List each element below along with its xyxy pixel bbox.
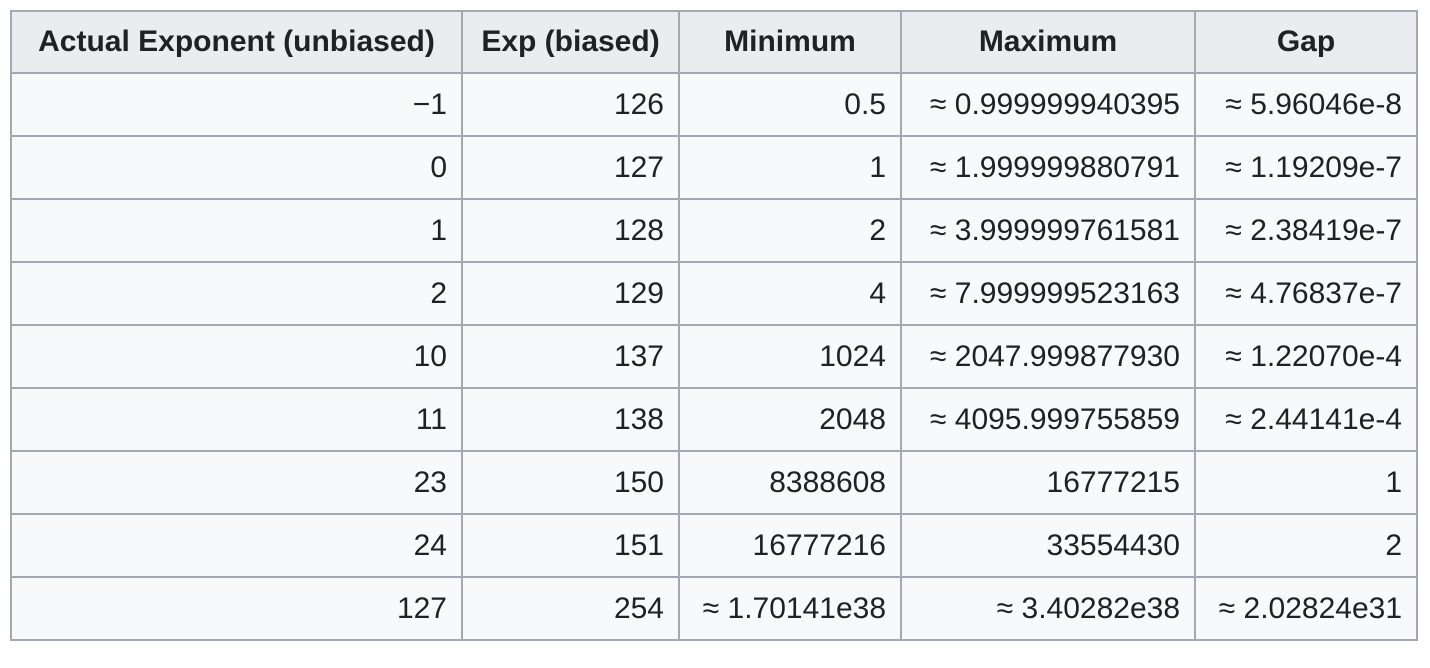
cell-actual-exponent: 0 — [10, 135, 463, 200]
header-minimum: Minimum — [678, 10, 902, 74]
cell-gap: ≈ 1.19209e-7 — [1194, 135, 1418, 200]
table-row: 1 128 2 ≈ 3.999999761581 ≈ 2.38419e-7 — [10, 198, 1418, 263]
cell-gap: 2 — [1194, 513, 1418, 578]
header-maximum: Maximum — [900, 10, 1196, 74]
cell-actual-exponent: 23 — [10, 450, 463, 515]
cell-maximum: ≈ 0.999999940395 — [900, 72, 1196, 137]
cell-minimum: ≈ 1.70141e38 — [678, 576, 902, 641]
cell-maximum: ≈ 4095.999755859 — [900, 387, 1196, 452]
cell-gap: ≈ 2.44141e-4 — [1194, 387, 1418, 452]
cell-exp-biased: 129 — [461, 261, 680, 326]
cell-actual-exponent: 11 — [10, 387, 463, 452]
table-row: 2 129 4 ≈ 7.999999523163 ≈ 4.76837e-7 — [10, 261, 1418, 326]
cell-maximum: ≈ 7.999999523163 — [900, 261, 1196, 326]
cell-minimum: 0.5 — [678, 72, 902, 137]
cell-minimum: 1024 — [678, 324, 902, 389]
cell-actual-exponent: −1 — [10, 72, 463, 137]
table-header-row: Actual Exponent (unbiased) Exp (biased) … — [10, 10, 1418, 74]
cell-exp-biased: 150 — [461, 450, 680, 515]
cell-actual-exponent: 24 — [10, 513, 463, 578]
cell-gap: ≈ 5.96046e-8 — [1194, 72, 1418, 137]
cell-actual-exponent: 10 — [10, 324, 463, 389]
cell-exp-biased: 128 — [461, 198, 680, 263]
table-row: 127 254 ≈ 1.70141e38 ≈ 3.40282e38 ≈ 2.02… — [10, 576, 1418, 641]
table-row: 11 138 2048 ≈ 4095.999755859 ≈ 2.44141e-… — [10, 387, 1418, 452]
table-row: 24 151 16777216 33554430 2 — [10, 513, 1418, 578]
cell-minimum: 2048 — [678, 387, 902, 452]
cell-actual-exponent: 127 — [10, 576, 463, 641]
table-row: 23 150 8388608 16777215 1 — [10, 450, 1418, 515]
cell-gap: ≈ 1.22070e-4 — [1194, 324, 1418, 389]
cell-minimum: 4 — [678, 261, 902, 326]
header-exp-biased: Exp (biased) — [461, 10, 680, 74]
cell-exp-biased: 137 — [461, 324, 680, 389]
cell-exp-biased: 127 — [461, 135, 680, 200]
cell-exp-biased: 254 — [461, 576, 680, 641]
cell-maximum: ≈ 2047.999877930 — [900, 324, 1196, 389]
table-row: −1 126 0.5 ≈ 0.999999940395 ≈ 5.96046e-8 — [10, 72, 1418, 137]
cell-actual-exponent: 2 — [10, 261, 463, 326]
cell-gap: ≈ 2.02824e31 — [1194, 576, 1418, 641]
float-exponent-table: Actual Exponent (unbiased) Exp (biased) … — [10, 10, 1418, 641]
cell-gap: ≈ 2.38419e-7 — [1194, 198, 1418, 263]
cell-gap: ≈ 4.76837e-7 — [1194, 261, 1418, 326]
cell-exp-biased: 126 — [461, 72, 680, 137]
cell-gap: 1 — [1194, 450, 1418, 515]
cell-maximum: 33554430 — [900, 513, 1196, 578]
cell-actual-exponent: 1 — [10, 198, 463, 263]
table-row: 0 127 1 ≈ 1.999999880791 ≈ 1.19209e-7 — [10, 135, 1418, 200]
cell-exp-biased: 151 — [461, 513, 680, 578]
table-row: 10 137 1024 ≈ 2047.999877930 ≈ 1.22070e-… — [10, 324, 1418, 389]
cell-minimum: 16777216 — [678, 513, 902, 578]
cell-minimum: 1 — [678, 135, 902, 200]
header-gap: Gap — [1194, 10, 1418, 74]
cell-maximum: 16777215 — [900, 450, 1196, 515]
header-actual-exponent: Actual Exponent (unbiased) — [10, 10, 463, 74]
cell-maximum: ≈ 1.999999880791 — [900, 135, 1196, 200]
cell-maximum: ≈ 3.999999761581 — [900, 198, 1196, 263]
table-container: Actual Exponent (unbiased) Exp (biased) … — [10, 10, 1418, 641]
cell-exp-biased: 138 — [461, 387, 680, 452]
cell-maximum: ≈ 3.40282e38 — [900, 576, 1196, 641]
cell-minimum: 8388608 — [678, 450, 902, 515]
cell-minimum: 2 — [678, 198, 902, 263]
